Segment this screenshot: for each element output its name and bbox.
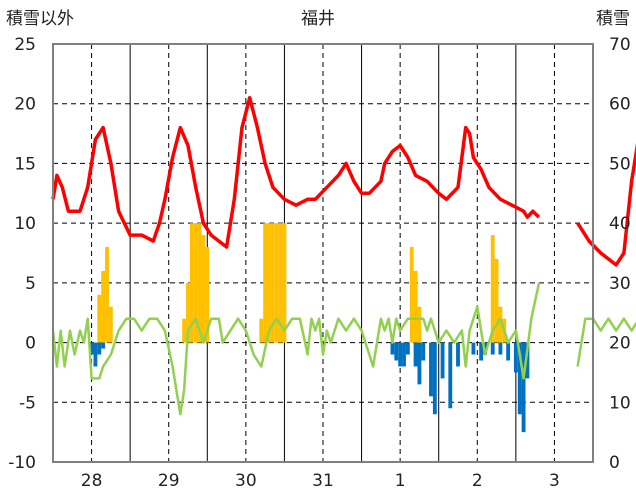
snow-depth-line	[51, 95, 541, 249]
right-tick-label: 60	[609, 95, 631, 115]
bar	[278, 223, 283, 343]
bar	[101, 342, 106, 349]
bar	[456, 342, 460, 367]
left-axis: -10 -5 0 5 10 15 20 25	[8, 35, 36, 473]
left-tick-label: 10	[14, 214, 36, 234]
bar	[193, 223, 198, 343]
x-tick-label: 2	[472, 471, 483, 491]
bar	[390, 342, 395, 355]
bar	[182, 318, 187, 343]
bar	[432, 342, 437, 415]
bar	[197, 223, 202, 343]
right-axis: 0 10 20 30 40 50 60 70	[609, 35, 631, 473]
left-tick-label: -10	[8, 453, 36, 473]
left-tick-label: 5	[25, 274, 36, 294]
bar	[521, 342, 526, 433]
bar	[105, 247, 109, 343]
chart-title: 福井	[301, 9, 335, 29]
bar	[448, 342, 453, 409]
bar	[513, 342, 518, 373]
x-tick-label: 3	[549, 471, 560, 491]
right-tick-label: 70	[609, 35, 631, 55]
bar	[97, 342, 102, 355]
right-tick-label: 0	[609, 453, 620, 473]
bar	[490, 342, 495, 355]
bar	[259, 318, 264, 343]
bar	[417, 342, 422, 385]
bar	[413, 270, 418, 343]
left-axis-label: 積雪以外	[6, 9, 74, 29]
bar	[479, 342, 484, 361]
bar	[421, 342, 426, 361]
snow-depth-line	[576, 143, 636, 267]
bar	[517, 342, 522, 415]
x-tick-label: 30	[235, 471, 257, 491]
bar	[270, 223, 275, 343]
bar	[267, 223, 271, 343]
bar	[506, 342, 511, 361]
temperature-line	[51, 282, 541, 416]
bar	[413, 342, 418, 367]
temperature-line	[576, 317, 636, 367]
x-tick-label: 1	[395, 471, 406, 491]
x-tick-label: 31	[312, 471, 334, 491]
bar	[201, 235, 206, 343]
left-tick-label: -5	[19, 393, 36, 413]
bar	[398, 342, 403, 367]
bar	[274, 223, 279, 343]
bar	[409, 247, 414, 343]
right-tick-label: 40	[609, 214, 631, 234]
bar	[490, 235, 495, 343]
left-tick-label: 15	[14, 154, 36, 174]
bar	[186, 282, 190, 343]
bar	[417, 306, 422, 343]
bar	[108, 306, 113, 343]
bar	[498, 342, 503, 355]
x-axis: 28 29 30 31 1 2 3	[81, 471, 560, 491]
left-tick-label: 25	[14, 35, 36, 55]
right-tick-label: 30	[609, 274, 631, 294]
gridlines	[53, 44, 593, 462]
bar	[97, 294, 102, 343]
bar	[189, 223, 194, 343]
bar	[402, 342, 406, 367]
right-tick-label: 20	[609, 334, 631, 354]
bar-series	[89, 223, 530, 433]
bar	[471, 342, 476, 355]
line-series	[51, 95, 636, 416]
right-axis-label: 積雪	[596, 9, 630, 29]
bar	[89, 342, 94, 355]
bar	[282, 223, 287, 343]
bar	[498, 306, 503, 343]
bar	[394, 342, 399, 361]
bar	[93, 342, 98, 367]
bar	[440, 342, 445, 379]
plot-frame	[52, 43, 594, 463]
x-tick-label: 28	[81, 471, 103, 491]
bar	[101, 270, 106, 343]
left-tick-label: 0	[25, 334, 36, 354]
right-tick-label: 50	[609, 154, 631, 174]
bar	[525, 342, 530, 379]
right-tick-label: 10	[609, 393, 631, 413]
bar	[429, 342, 433, 397]
bar	[205, 247, 210, 343]
left-tick-label: 20	[14, 95, 36, 115]
bar	[263, 223, 268, 343]
bar	[405, 342, 410, 355]
x-tick-label: 29	[158, 471, 180, 491]
bar	[494, 258, 499, 343]
